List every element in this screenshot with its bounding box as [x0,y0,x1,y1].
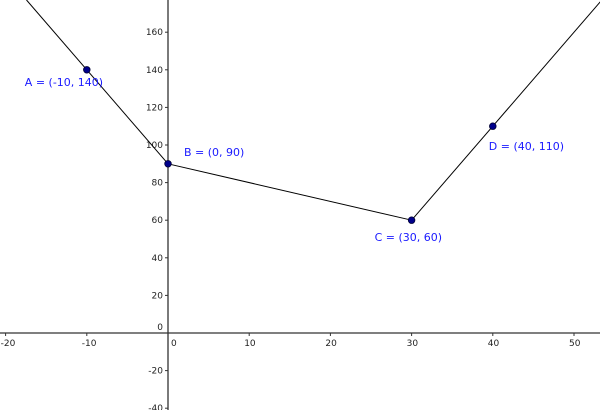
y-tick-label: 80 [152,179,164,189]
point-label-A: A = (-10, 140) [25,76,103,89]
point-label-D: D = (40, 110) [489,140,564,153]
x-tick-label: 30 [407,339,419,349]
y-tick-label: 40 [152,254,164,264]
point-label-C: C = (30, 60) [375,231,442,244]
y-tick-label: 100 [146,141,163,151]
x-tick-label: 10 [244,339,256,349]
segment-CD [411,125,494,221]
point-C[interactable] [407,216,416,224]
point-A[interactable] [83,66,91,74]
y-tick-label: 140 [146,66,163,76]
line-extension-A [26,0,88,71]
segment-AB [86,69,169,165]
y-tick-label: 120 [146,103,163,113]
y-tick-label: -40 [148,404,163,410]
y-tick-label: 0 [157,323,163,333]
y-tick-label: 160 [146,28,163,38]
x-tick-label: 0 [171,339,177,349]
x-tick-label: 50 [569,339,581,349]
y-tick-label: -20 [148,367,163,377]
segment-BC [167,163,412,221]
point-label-B: B = (0, 90) [184,146,244,159]
x-tick-label: -20 [1,339,16,349]
point-B[interactable] [164,160,172,168]
y-tick-label: 20 [152,291,164,301]
x-tick-label: -10 [82,339,97,349]
line-extension-D [492,1,600,127]
point-D[interactable] [489,122,497,130]
y-tick-label: 60 [152,216,164,226]
x-tick-label: 20 [325,339,337,349]
x-tick-label: 40 [488,339,500,349]
